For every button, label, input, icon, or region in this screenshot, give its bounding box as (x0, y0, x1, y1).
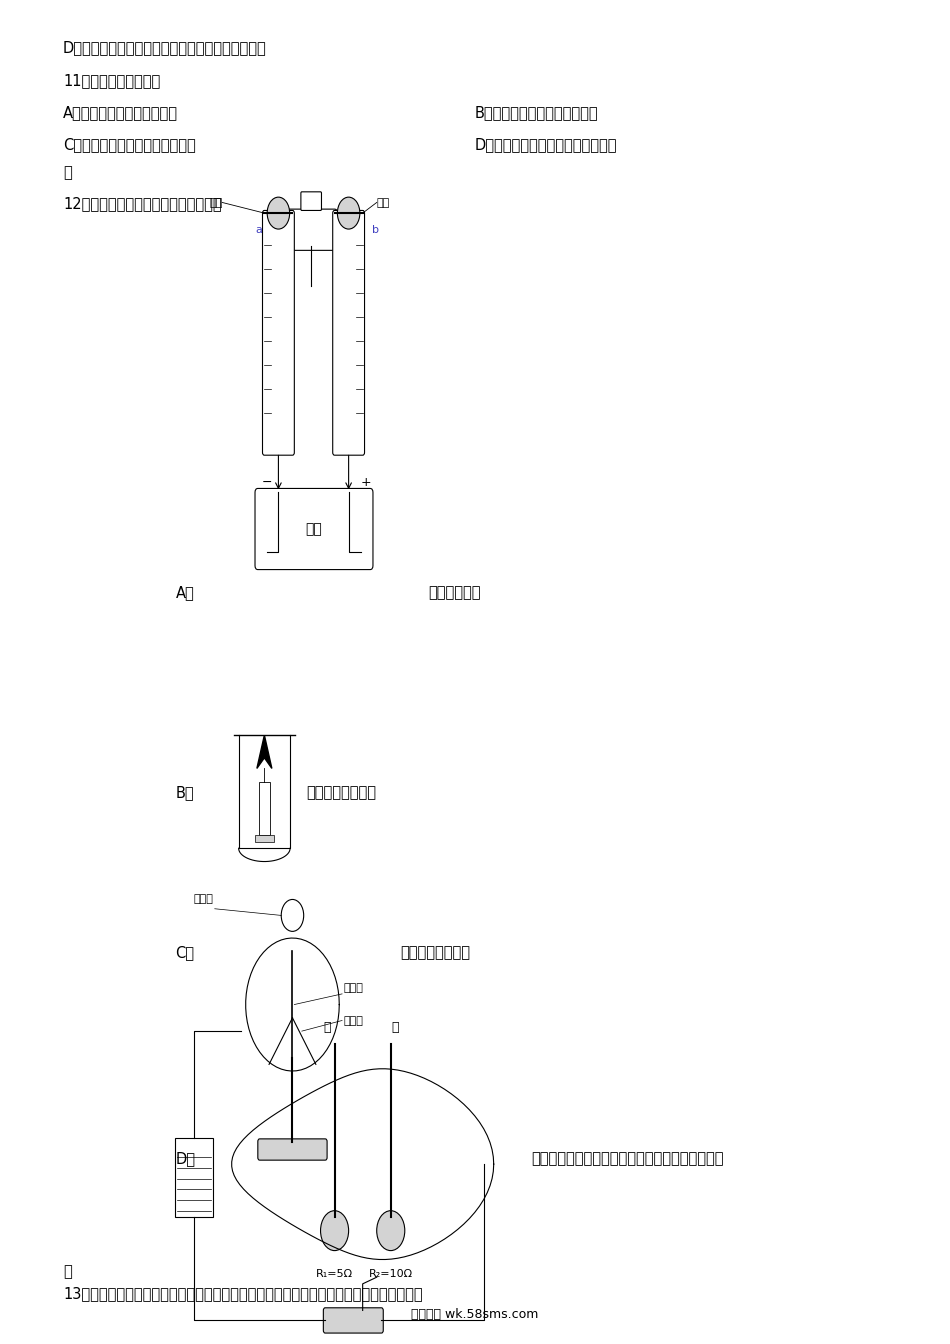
Text: 水: 水 (63, 165, 72, 180)
FancyBboxPatch shape (301, 192, 321, 211)
Text: 乙: 乙 (391, 1021, 399, 1034)
Bar (255, 835, 274, 841)
FancyBboxPatch shape (255, 488, 373, 570)
Polygon shape (256, 735, 272, 769)
Text: B．: B． (176, 785, 194, 800)
Text: R₁=5Ω: R₁=5Ω (316, 1269, 353, 1279)
Text: D．纯净物：液态氧、金刚石、矿泉: D．纯净物：液态氧、金刚石、矿泉 (475, 137, 618, 152)
FancyBboxPatch shape (323, 1308, 383, 1333)
FancyBboxPatch shape (285, 210, 337, 250)
Text: 活塞: 活塞 (209, 199, 222, 208)
Bar (176, 1137, 213, 1218)
Circle shape (320, 1211, 349, 1251)
Text: C．稀有气体：氦气、氖气、氩气: C．稀有气体：氦气、氖气、氩气 (63, 137, 196, 152)
Text: B．绝缘体：橡胶、玻璃、石墨: B．绝缘体：橡胶、玻璃、石墨 (475, 105, 598, 121)
Text: 检验物体是否带电: 检验物体是否带电 (400, 945, 470, 960)
FancyBboxPatch shape (332, 211, 365, 456)
Text: R₂=10Ω: R₂=10Ω (369, 1269, 413, 1279)
Text: A．: A． (176, 586, 194, 601)
Text: 验证燃烧需要氧气: 验证燃烧需要氧气 (307, 785, 376, 800)
Text: 甲: 甲 (323, 1021, 331, 1034)
Text: 电源: 电源 (306, 521, 322, 536)
Text: 五八文库 wk.58sms.com: 五八文库 wk.58sms.com (411, 1308, 539, 1321)
Circle shape (337, 198, 360, 228)
Circle shape (267, 198, 290, 228)
Text: 13．按图所示进行实验。当观察到热水大面积变成红色时，冷水中只有品红周围变成红色。: 13．按图所示进行实验。当观察到热水大面积变成红色时，冷水中只有品红周围变成红色… (63, 1286, 423, 1301)
Text: C．: C． (176, 945, 195, 960)
Text: 探究电流通过导体产生热量的多少与电流大小的关: 探究电流通过导体产生热量的多少与电流大小的关 (531, 1150, 724, 1165)
Text: 金属杆: 金属杆 (344, 984, 364, 993)
Text: a: a (255, 224, 262, 235)
Text: −: − (262, 476, 273, 489)
Text: 探究水的组成: 探究水的组成 (428, 586, 481, 601)
Text: 金属球: 金属球 (193, 894, 213, 905)
Text: 11．下列分类正确的是: 11．下列分类正确的是 (63, 74, 161, 89)
Text: D．两名同学玩跷跷板时，质量小的同学离支点近些: D．两名同学玩跷跷板时，质量小的同学离支点近些 (63, 40, 267, 55)
Text: D．: D． (176, 1150, 196, 1165)
FancyBboxPatch shape (257, 1138, 327, 1160)
Bar (258, 782, 270, 835)
Circle shape (281, 899, 304, 931)
FancyBboxPatch shape (262, 211, 294, 456)
Text: 12．利用图所示器材不能完成的实验是: 12．利用图所示器材不能完成的实验是 (63, 196, 221, 211)
Circle shape (377, 1211, 405, 1251)
Text: +: + (360, 476, 370, 489)
Text: b: b (372, 224, 379, 235)
Text: A．非晶体：冰、松香、沥青: A．非晶体：冰、松香、沥青 (63, 105, 178, 121)
Text: 系: 系 (63, 1263, 72, 1279)
Text: 金属箔: 金属箔 (344, 1016, 364, 1027)
Text: 活塞: 活塞 (377, 199, 390, 208)
